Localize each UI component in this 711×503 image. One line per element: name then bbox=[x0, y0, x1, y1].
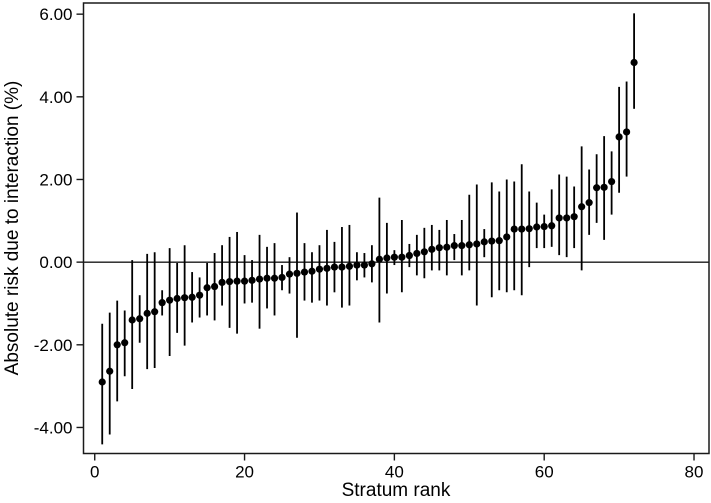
point-estimate-dot bbox=[608, 177, 616, 186]
point-estimate-dot bbox=[443, 243, 451, 251]
x-tick-label: 80 bbox=[685, 463, 704, 482]
point-estimate-dot bbox=[106, 367, 114, 375]
point-estimate-dot bbox=[622, 128, 631, 136]
point-estimate-dot bbox=[151, 308, 159, 316]
point-estimate-dot bbox=[383, 254, 391, 262]
point-estimate-dot bbox=[398, 253, 406, 261]
point-estimate-dot bbox=[405, 251, 413, 260]
x-tick-label: 40 bbox=[385, 463, 404, 482]
point-estimate-dot bbox=[480, 238, 488, 246]
point-estimate-dot bbox=[525, 225, 533, 233]
point-estimate-dot bbox=[113, 341, 121, 349]
point-estimate-dot bbox=[308, 267, 316, 275]
point-estimate-dot bbox=[285, 270, 294, 278]
point-estimate-dot bbox=[390, 253, 398, 261]
point-estimate-dot bbox=[435, 244, 443, 252]
point-estimate-dot bbox=[166, 296, 174, 304]
point-estimate-dot bbox=[563, 214, 571, 222]
point-estimate-dot bbox=[593, 184, 601, 192]
point-estimate-dot bbox=[293, 269, 301, 277]
point-estimate-dot bbox=[278, 273, 286, 282]
point-estimate-dot bbox=[263, 274, 271, 282]
y-tick-label: 0.00 bbox=[39, 253, 72, 272]
plot-border bbox=[82, 2, 710, 455]
point-estimate-dot bbox=[615, 133, 623, 141]
point-estimate-dot bbox=[600, 183, 608, 191]
point-estimate-dot bbox=[218, 278, 226, 286]
point-estimate-dot bbox=[570, 213, 578, 221]
point-estimate-dot bbox=[338, 263, 346, 271]
point-estimate-dot bbox=[428, 245, 436, 253]
y-tick-label: -4.00 bbox=[34, 418, 73, 437]
y-tick-label: 2.00 bbox=[39, 170, 72, 189]
point-estimate-dot bbox=[510, 225, 518, 233]
point-estimate-dot bbox=[196, 291, 204, 299]
point-estimate-dot bbox=[323, 264, 331, 272]
point-estimate-dot bbox=[255, 275, 264, 283]
point-estimate-dot bbox=[188, 293, 196, 301]
point-estimate-dot bbox=[555, 214, 563, 222]
point-estimate-dot bbox=[465, 241, 473, 249]
point-estimate-dot bbox=[98, 378, 106, 386]
point-estimate-dot bbox=[330, 263, 339, 271]
point-estimate-dot bbox=[585, 199, 593, 207]
point-estimate-dot bbox=[203, 284, 211, 292]
point-estimate-dot bbox=[233, 277, 241, 285]
x-tick-label: 60 bbox=[535, 463, 554, 482]
data-series bbox=[98, 13, 638, 445]
point-estimate-dot bbox=[488, 237, 496, 245]
point-estimate-dot bbox=[143, 309, 151, 317]
point-estimate-dot bbox=[136, 315, 144, 323]
x-tick-label: 0 bbox=[90, 463, 99, 482]
y-axis-title: Absolute risk due to interaction (%) bbox=[2, 81, 23, 376]
point-estimate-dot bbox=[420, 248, 428, 256]
point-estimate-dot bbox=[495, 237, 503, 245]
axis-ticks: -4.00 -2.00 0.00 2.00 4.00 6.00 0 20 40 60 80 bbox=[34, 5, 704, 481]
point-estimate-dot bbox=[375, 255, 383, 263]
point-estimate-dot bbox=[458, 242, 466, 250]
point-estimate-dot bbox=[450, 242, 458, 250]
point-estimate-dot bbox=[225, 277, 234, 286]
point-estimate-dot bbox=[540, 222, 548, 231]
y-tick-label: 6.00 bbox=[39, 5, 72, 24]
point-estimate-dot bbox=[128, 316, 136, 324]
point-estimate-dot bbox=[353, 261, 361, 269]
point-estimate-dot bbox=[473, 240, 481, 248]
point-estimate-dot bbox=[360, 261, 369, 269]
point-estimate-dot bbox=[210, 282, 219, 291]
point-estimate-dot bbox=[248, 276, 256, 284]
point-estimate-dot bbox=[270, 274, 279, 282]
point-estimate-dot bbox=[503, 233, 511, 241]
point-estimate-dot bbox=[240, 277, 249, 285]
point-estimate-dot bbox=[121, 339, 129, 347]
point-estimate-dot bbox=[630, 58, 638, 67]
x-tick-label: 20 bbox=[235, 463, 254, 482]
y-tick-label: -2.00 bbox=[34, 336, 73, 355]
point-estimate-dot bbox=[533, 223, 541, 231]
point-estimate-dot bbox=[518, 225, 526, 233]
x-axis-title: Stratum rank bbox=[342, 480, 451, 501]
y-tick-label: 4.00 bbox=[39, 88, 72, 107]
point-estimate-dot bbox=[300, 268, 309, 276]
point-estimate-dot bbox=[345, 262, 354, 270]
point-estimate-dot bbox=[173, 294, 181, 303]
point-estimate-dot bbox=[315, 265, 324, 273]
point-estimate-dot bbox=[548, 222, 556, 230]
point-estimate-dot bbox=[413, 249, 421, 258]
plot-frame bbox=[82, 2, 710, 455]
point-estimate-dot bbox=[181, 294, 189, 302]
point-estimate-dot bbox=[578, 203, 586, 211]
point-estimate-dot bbox=[368, 260, 376, 268]
point-estimate-dot bbox=[158, 299, 166, 307]
